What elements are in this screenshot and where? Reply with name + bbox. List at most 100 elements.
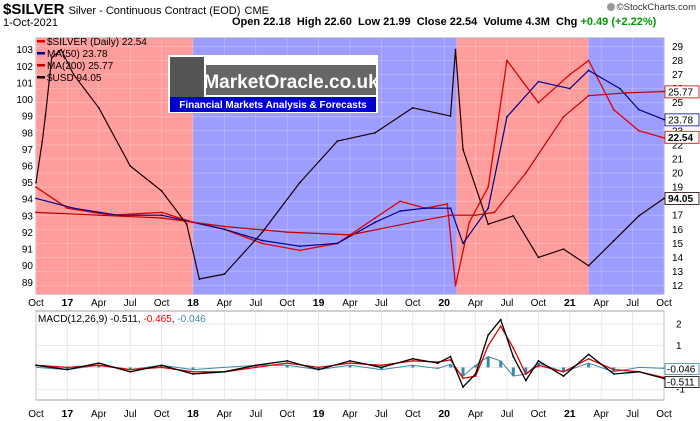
data-point-usd	[462, 148, 464, 151]
data-point-usd	[487, 223, 490, 226]
macd-signal-point	[524, 373, 527, 375]
macd-x-tick-label: Apr	[468, 409, 484, 420]
data-point-silver-daily	[487, 186, 490, 188]
data-point-ma-50	[587, 69, 590, 72]
macd-x-tick-label: Apr	[593, 409, 609, 420]
macd-signal-point	[512, 347, 515, 349]
macd-x-tick-label: 17	[62, 408, 74, 420]
data-point-ma-200	[286, 231, 289, 234]
data-point-usd	[60, 48, 63, 51]
data-point-silver-daily	[468, 221, 471, 224]
right-tick-label: 13	[672, 267, 684, 278]
data-point-silver-daily	[506, 59, 508, 62]
macd-histogram-bar	[285, 365, 289, 368]
right-tick-label: 20	[672, 169, 684, 180]
macd-tick-label: 2	[676, 320, 682, 331]
macd-tick-label: 1	[676, 341, 682, 352]
macd-signal-point	[474, 375, 477, 378]
right-value-label: 22.54	[668, 133, 693, 144]
data-point-ma-200	[35, 211, 37, 214]
macd-histogram-bar	[511, 367, 515, 377]
left-tick-label: 103	[16, 45, 33, 56]
left-tick-label: 96	[22, 162, 34, 173]
right-tick-label: 17	[672, 211, 684, 222]
macd-histogram-bar	[317, 367, 321, 370]
data-point-silver-daily	[663, 136, 665, 139]
data-point-usd	[261, 231, 263, 234]
data-point-ma-50	[619, 87, 621, 90]
change-value: +0.49 (+2.22%)	[580, 16, 657, 28]
x-tick-label: Apr	[593, 298, 609, 309]
macd-histogram-bar	[486, 356, 490, 368]
right-tick-label: 15	[672, 239, 684, 250]
data-point-usd	[41, 140, 44, 142]
data-point-usd	[587, 264, 590, 267]
macd-histogram-bar	[562, 367, 566, 372]
macd-macd-point	[223, 370, 226, 373]
macd-value-box	[664, 363, 700, 375]
left-tick-label: 92	[22, 228, 34, 239]
macd-x-tick-label: Oct	[656, 409, 672, 420]
left-tick-label: 99	[22, 112, 34, 123]
data-point-ma-50	[506, 115, 508, 118]
left-tick-label: 100	[16, 95, 33, 106]
data-point-usd	[185, 223, 188, 226]
data-point-ma-200	[587, 94, 590, 97]
macd-x-tick-label: Jul	[375, 409, 388, 420]
macd-signal-point	[192, 370, 194, 373]
macd-signal-point	[254, 366, 257, 369]
macd-value-box	[664, 376, 700, 388]
data-point-ma-50	[261, 239, 263, 242]
x-tick-label: Jul	[626, 298, 639, 309]
macd-macd-point	[254, 364, 257, 367]
chart-date: 1-Oct-2021	[3, 17, 59, 29]
data-point-usd	[50, 57, 53, 59]
data-point-ma-200	[349, 234, 351, 236]
data-point-ma-50	[462, 242, 464, 245]
macd-signal-point	[562, 370, 565, 373]
left-tick-label: 97	[22, 145, 34, 156]
data-point-usd	[454, 48, 457, 51]
data-point-usd	[97, 106, 100, 109]
macd-histogram-bar	[587, 363, 591, 368]
legend-label: MA(50) 23.78	[47, 49, 108, 60]
legend-swatch	[37, 52, 45, 55]
macd-macd-point	[66, 368, 69, 371]
macd-signal-point	[66, 366, 69, 369]
data-point-usd	[612, 239, 615, 242]
right-value-box	[664, 130, 700, 144]
macd-x-tick-label: Oct	[531, 409, 547, 420]
macd-histogram-bar	[379, 367, 383, 370]
data-point-ma-200	[223, 225, 226, 228]
macd-histogram-bar	[348, 365, 352, 368]
macd-x-tick-label: Oct	[405, 409, 421, 420]
data-point-usd	[35, 181, 37, 184]
right-tick-label: 27	[672, 70, 684, 81]
macd-histogram-bar	[191, 367, 195, 370]
right-tick-label: 14	[672, 253, 684, 264]
macd-x-tick-label: Oct	[28, 409, 44, 420]
data-point-silver-daily	[374, 217, 377, 219]
macd-macd-point	[437, 362, 439, 364]
data-point-ma-50	[223, 228, 226, 231]
data-point-ma-50	[568, 87, 571, 90]
right-value-label: 94.05	[668, 194, 693, 205]
data-point-usd	[411, 106, 414, 109]
data-point-silver-daily	[537, 101, 540, 104]
logo-title-bg	[206, 65, 376, 95]
data-point-ma-50	[449, 207, 452, 210]
macd-x-tick-label: Apr	[217, 409, 233, 420]
left-tick-label: 102	[16, 62, 33, 73]
data-point-usd	[44, 115, 47, 118]
right-value-label: 23.78	[668, 115, 693, 126]
macd-histogram-bar	[524, 367, 528, 374]
macd-macd-point	[499, 318, 502, 321]
right-tick-label: 12	[672, 281, 684, 292]
macd-signal-point	[411, 360, 414, 362]
macd-signal-point	[499, 325, 502, 328]
macd-histogram-bar	[97, 365, 101, 368]
x-tick-label: Oct	[531, 298, 547, 309]
x-tick-label: 21	[564, 297, 576, 309]
left-tick-label: 90	[22, 261, 34, 272]
